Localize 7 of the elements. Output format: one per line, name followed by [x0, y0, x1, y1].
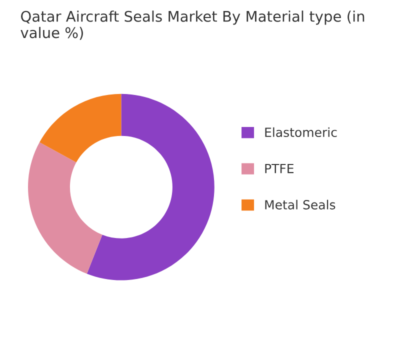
donut-slice [86, 94, 214, 280]
legend-label: Metal Seals [265, 200, 336, 210]
legend-label: PTFE [265, 164, 294, 174]
chart-title: Qatar Aircraft Seals Market By Material type (in value %) [20, 10, 364, 40]
donut-slice [28, 142, 102, 274]
legend-label: Elastomeric [265, 127, 337, 138]
donut-slice [40, 94, 122, 162]
